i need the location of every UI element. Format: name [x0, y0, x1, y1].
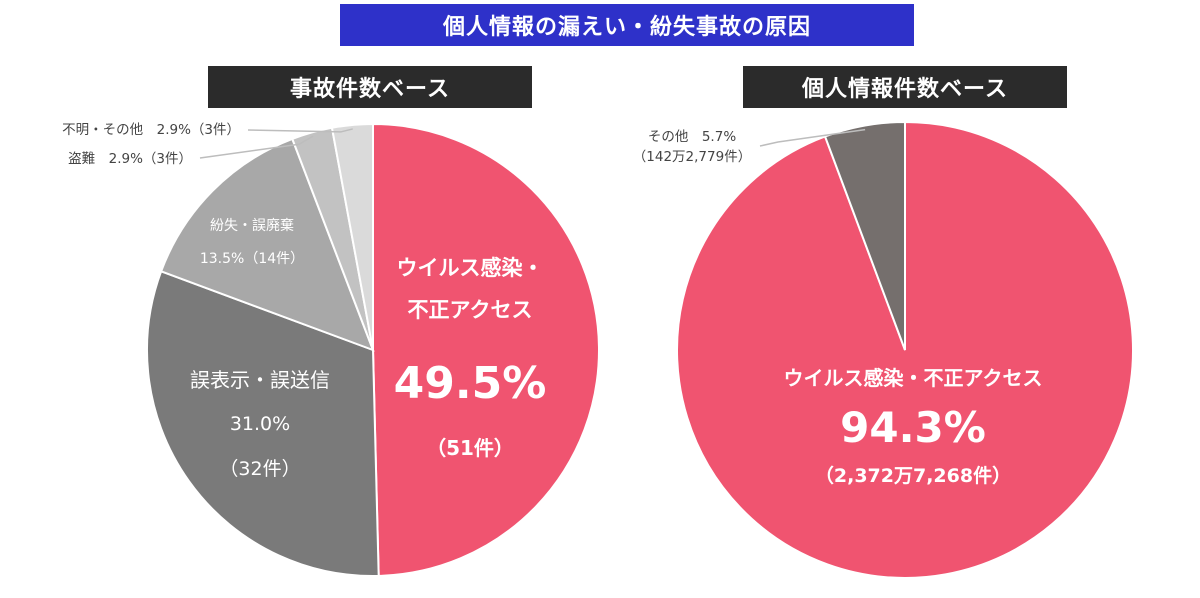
chart2-label-0: ウイルス感染・不正アクセス	[784, 366, 1043, 390]
chart1-leader-3	[199, 135, 314, 159]
chart1-percent-1: 31.0%	[230, 413, 290, 435]
chart1-label-0-line1: ウイルス感染・	[397, 256, 544, 280]
chart1-title: 事故件数ベース	[208, 66, 532, 108]
chart1-slice-1	[146, 270, 380, 577]
chart2-count-0: （2,372万7,268件）	[815, 464, 1011, 487]
chart1-slice-4	[330, 122, 374, 351]
chart1-percent-0: 49.5%	[394, 358, 547, 409]
chart1-count-0: （51件）	[426, 436, 514, 460]
chart1-label-3: 盗難 2.9%（3件）	[68, 151, 192, 167]
chart2-title: 個人情報件数ベース	[743, 66, 1067, 108]
chart1-slice-0	[372, 122, 600, 577]
chart1-leader-4	[247, 128, 353, 133]
chart1-label-2: 紛失・誤廃棄	[210, 217, 294, 234]
chart1-slice-2	[159, 137, 375, 352]
main-title: 個人情報の漏えい・紛失事故の原因	[340, 4, 914, 46]
chart2-slice-1	[823, 120, 906, 351]
chart1-percent-2: 13.5%（14件）	[200, 251, 304, 267]
chart1-label-1: 誤表示・誤送信	[190, 368, 330, 392]
chart2-percent-0: 94.3%	[840, 403, 986, 452]
chart1-label-0-line2: 不正アクセス	[408, 298, 533, 322]
chart1-label-4: 不明・その他 2.9%（3件）	[62, 122, 240, 138]
chart2-count-1: （142万2,779件）	[633, 149, 751, 165]
chart1-count-1: （32件）	[219, 458, 300, 480]
chart2-leader-1	[759, 128, 866, 147]
chart2-label-1: その他 5.7%	[648, 129, 736, 145]
